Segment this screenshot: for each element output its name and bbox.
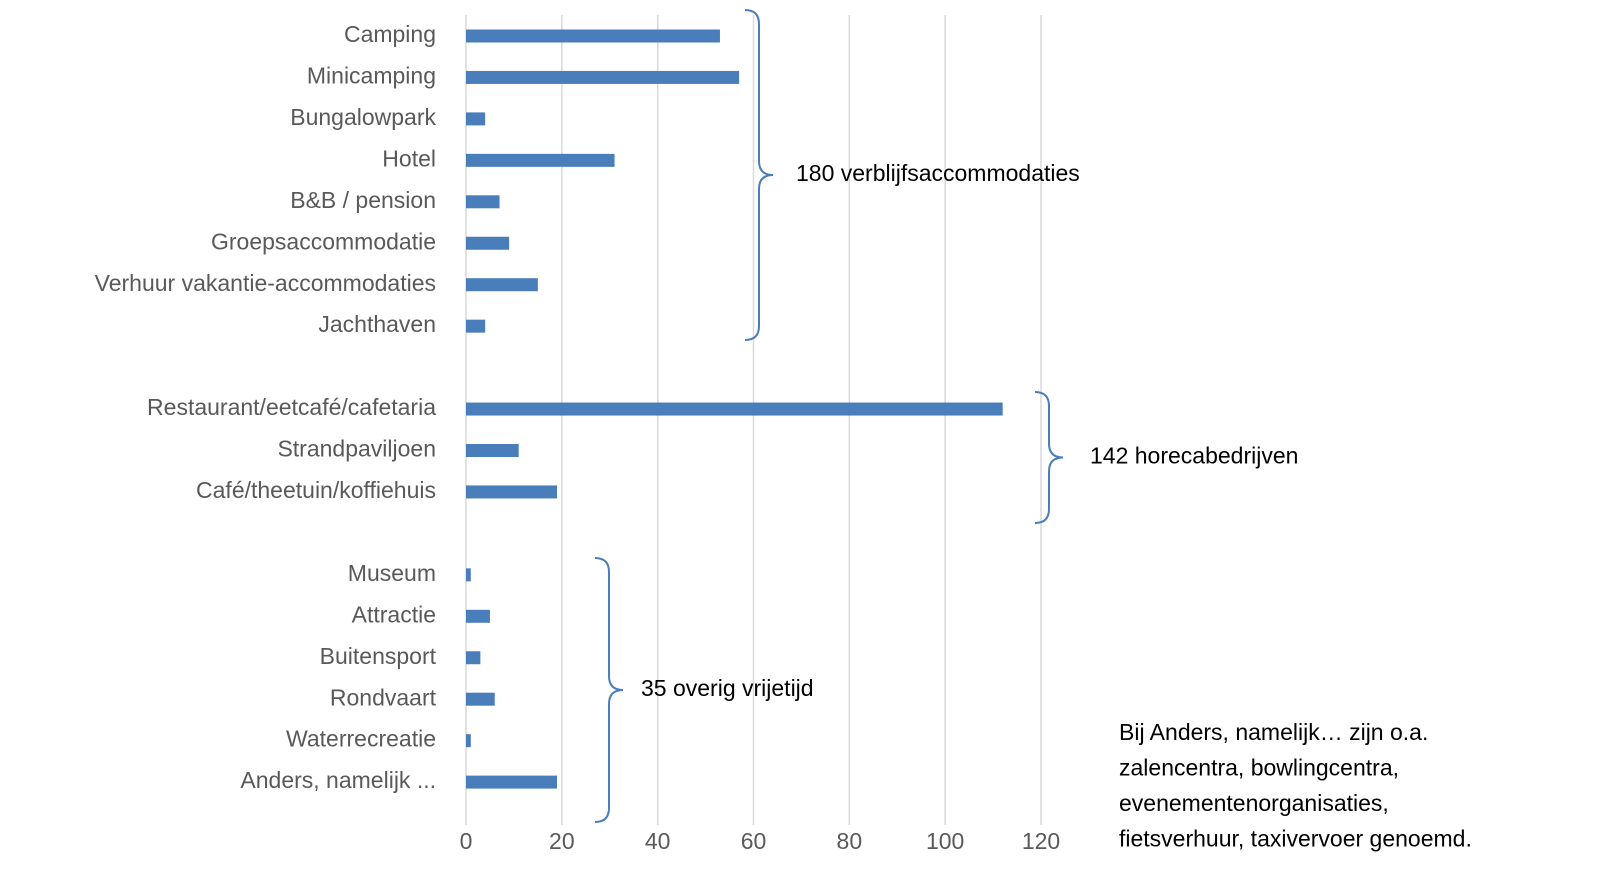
y-tick-label: Restaurant/eetcafé/cafetaria <box>147 394 436 420</box>
y-tick-label: Café/theetuin/koffiehuis <box>196 477 436 503</box>
note-line: zalencentra, bowlingcentra, <box>1119 755 1399 781</box>
x-tick-label: 0 <box>460 828 473 854</box>
brace <box>1034 391 1064 524</box>
x-tick-label: 120 <box>1022 828 1060 854</box>
y-tick-label: Rondvaart <box>330 684 437 710</box>
y-tick-label: Attractie <box>352 601 436 627</box>
y-tick-label: Anders, namelijk ... <box>240 767 436 793</box>
bar <box>466 278 538 292</box>
bar <box>466 485 558 499</box>
bar <box>466 153 615 167</box>
bar <box>466 692 495 706</box>
y-tick-label: Verhuur vakantie-accommodaties <box>95 270 436 296</box>
y-tick-label: Hotel <box>382 145 436 171</box>
note-line: Bij Anders, namelijk… zijn o.a. <box>1119 719 1428 745</box>
bar <box>466 568 471 582</box>
x-tick-label: 80 <box>837 828 863 854</box>
y-tick-label: Buitensport <box>320 643 437 669</box>
y-tick-label: Jachthaven <box>318 311 436 337</box>
annotation: 180 verblijfsaccommodaties <box>796 160 1080 186</box>
bar <box>466 609 490 623</box>
note-line: evenementenorganisaties, <box>1119 790 1389 816</box>
annotation: 142 horecabedrijven <box>1090 443 1298 469</box>
bar <box>466 195 500 209</box>
bar <box>466 112 486 126</box>
bar <box>466 651 481 665</box>
bar <box>466 236 510 250</box>
bar <box>466 444 519 457</box>
brace <box>744 9 774 341</box>
x-tick-label: 40 <box>645 828 671 854</box>
bar <box>466 734 471 748</box>
brace <box>594 557 624 823</box>
x-tick-label: 60 <box>741 828 767 854</box>
note-line: fietsverhuur, taxivervoer genoemd. <box>1119 826 1472 852</box>
bar <box>466 402 1003 416</box>
bar <box>466 70 740 84</box>
y-tick-label: Groepsaccommodatie <box>211 228 436 254</box>
y-tick-label: Waterrecreatie <box>286 726 436 752</box>
y-tick-label: B&B / pension <box>290 187 436 213</box>
y-tick-label: Minicamping <box>307 63 436 89</box>
bar <box>466 29 720 43</box>
x-tick-label: 100 <box>926 828 964 854</box>
y-tick-label: Museum <box>348 560 436 586</box>
bar <box>466 775 558 789</box>
bar <box>466 319 486 333</box>
y-tick-label: Bungalowpark <box>290 104 436 130</box>
x-tick-label: 20 <box>549 828 575 854</box>
y-tick-label: Strandpaviljoen <box>277 436 436 462</box>
annotation: 35 overig vrijetijd <box>641 675 814 701</box>
y-tick-label: Camping <box>344 21 436 47</box>
